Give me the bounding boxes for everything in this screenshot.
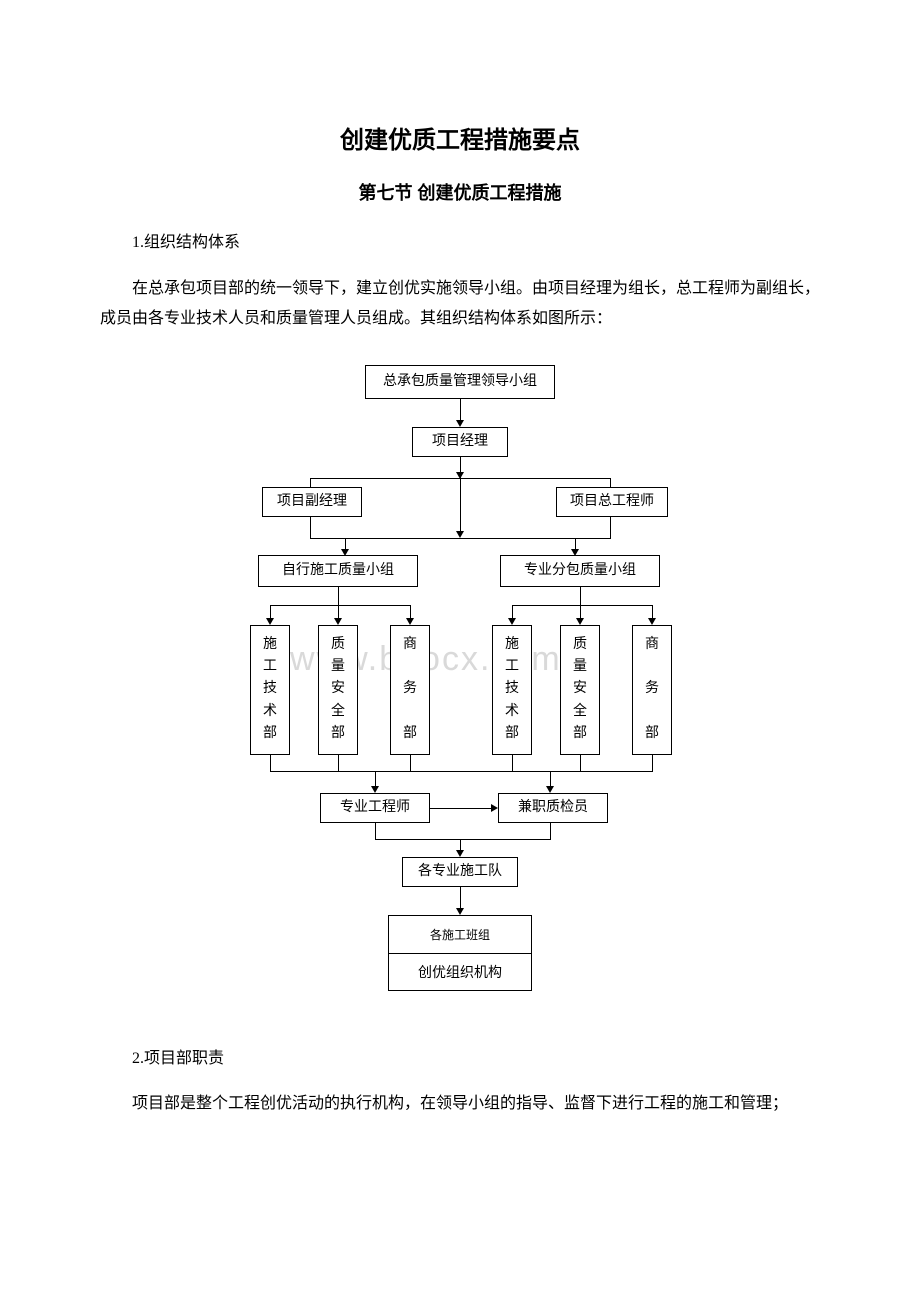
caption-top-text: 各施工班组 <box>389 916 531 953</box>
connector <box>580 587 581 605</box>
connector <box>310 517 311 539</box>
arrow-icon <box>456 531 464 538</box>
connector <box>512 755 513 771</box>
arrow-icon <box>456 420 464 427</box>
node-engineer: 专业工程师 <box>320 793 430 823</box>
arrow-icon <box>576 618 584 625</box>
arrow-icon <box>456 850 464 857</box>
section-2-paragraph-1: 项目部是整个工程创优活动的执行机构，在领导小组的指导、监督下进行工程的施工和管理… <box>100 1089 820 1119</box>
arrow-icon <box>508 618 516 625</box>
connector <box>375 823 376 839</box>
node-dept-tech-left: 施工技术部 <box>250 625 290 755</box>
connector <box>375 839 551 840</box>
connector <box>610 517 611 539</box>
connector <box>550 823 551 839</box>
section-1-heading: 1.组织结构体系 <box>100 229 820 258</box>
connector <box>338 755 339 771</box>
section-1-paragraph-1: 在总承包项目部的统一领导下，建立创优实施领导小组。由项目经理为组长，总工程师为副… <box>100 274 820 335</box>
node-chief: 项目总工程师 <box>556 487 668 517</box>
arrow-icon <box>456 472 464 479</box>
caption-bottom-text: 创优组织机构 <box>389 954 531 990</box>
arrow-icon <box>546 786 554 793</box>
page-title: 创建优质工程措施要点 <box>100 120 820 155</box>
connector <box>270 605 410 606</box>
node-dept-biz-left: 商 务 部 <box>390 625 430 755</box>
node-inspector: 兼职质检员 <box>498 793 608 823</box>
node-pm: 项目经理 <box>412 427 508 457</box>
node-dept-biz-right: 商 务 部 <box>632 625 672 755</box>
node-dept-tech-right: 施工技术部 <box>492 625 532 755</box>
connector <box>270 755 271 771</box>
page-subtitle: 第七节 创建优质工程措施 <box>100 179 820 205</box>
node-top: 总承包质量管理领导小组 <box>365 365 555 399</box>
arrow-icon <box>406 618 414 625</box>
node-dept-qs-right: 质量安全部 <box>560 625 600 755</box>
node-teams: 各专业施工队 <box>402 857 518 887</box>
figure-caption-box: 各施工班组 创优组织机构 <box>388 915 532 991</box>
node-sub-group: 专业分包质量小组 <box>500 555 660 587</box>
arrow-icon <box>371 786 379 793</box>
connector <box>512 605 652 606</box>
node-deputy: 项目副经理 <box>262 487 362 517</box>
arrow-icon <box>266 618 274 625</box>
connector <box>652 755 653 771</box>
node-dept-qs-left: 质量安全部 <box>318 625 358 755</box>
arrow-icon <box>491 804 498 812</box>
connector <box>310 538 610 539</box>
connector <box>580 755 581 771</box>
connector <box>410 755 411 771</box>
arrow-icon <box>334 618 342 625</box>
section-2-heading: 2.项目部职责 <box>100 1045 820 1074</box>
connector <box>460 478 461 534</box>
node-self-group: 自行施工质量小组 <box>258 555 418 587</box>
arrow-icon <box>456 908 464 915</box>
connector <box>430 808 492 809</box>
connector <box>338 587 339 605</box>
arrow-icon <box>648 618 656 625</box>
connector <box>270 771 653 772</box>
org-chart-diagram: 总承包质量管理领导小组 项目经理 项目副经理 项目总工程师 自行施工质量小组 专… <box>220 365 700 985</box>
